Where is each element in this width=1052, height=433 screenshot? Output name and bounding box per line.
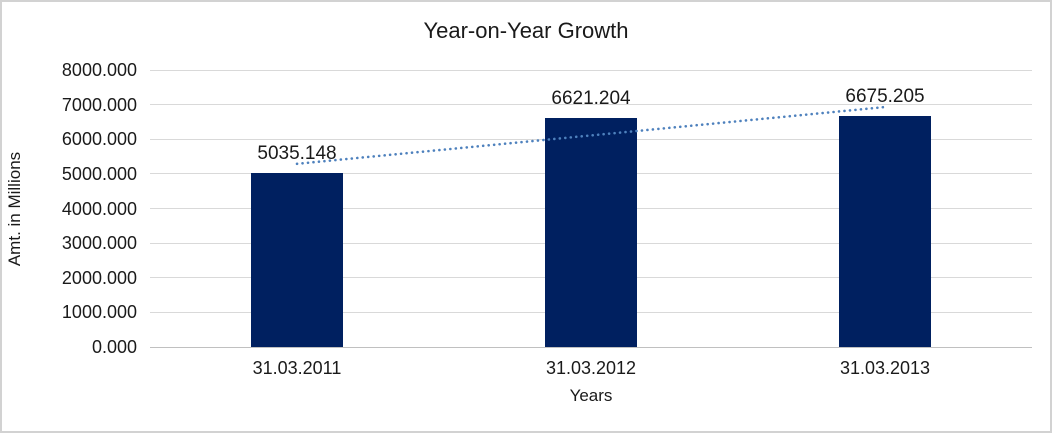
y-axis-tick-label: 6000.000 xyxy=(61,129,137,150)
bar-value-label: 6675.205 xyxy=(845,85,925,107)
gridline xyxy=(150,104,1032,106)
y-axis-tick-label: 5000.000 xyxy=(61,163,137,184)
x-axis-tick-label: 31.03.2013 xyxy=(839,358,931,378)
y-axis-tick-label: 0.000 xyxy=(91,337,137,357)
bar-value-label: 6621.204 xyxy=(551,87,631,109)
y-axis-tick-label: 8000.000 xyxy=(61,60,137,80)
y-axis-tick-label: 1000.000 xyxy=(61,302,137,323)
y-axis-tick-label: 7000.000 xyxy=(61,94,137,115)
y-axis-tick-label: 3000.000 xyxy=(61,233,137,254)
bar xyxy=(545,117,637,347)
x-axis-tick-label: 31.03.2012 xyxy=(545,358,637,378)
y-axis-tick-label: 4000.000 xyxy=(61,198,137,219)
x-axis-title: Years xyxy=(569,386,613,405)
bar xyxy=(251,172,343,347)
bar-value-label: 5035.148 xyxy=(257,142,337,164)
chart-title: Year-on-Year Growth xyxy=(423,18,629,43)
gridline xyxy=(150,69,1032,71)
bar xyxy=(839,115,931,347)
x-axis-tick-label: 31.03.2011 xyxy=(252,358,342,378)
y-axis-tick-label: 2000.000 xyxy=(61,267,137,288)
x-axis-line xyxy=(150,346,1032,348)
